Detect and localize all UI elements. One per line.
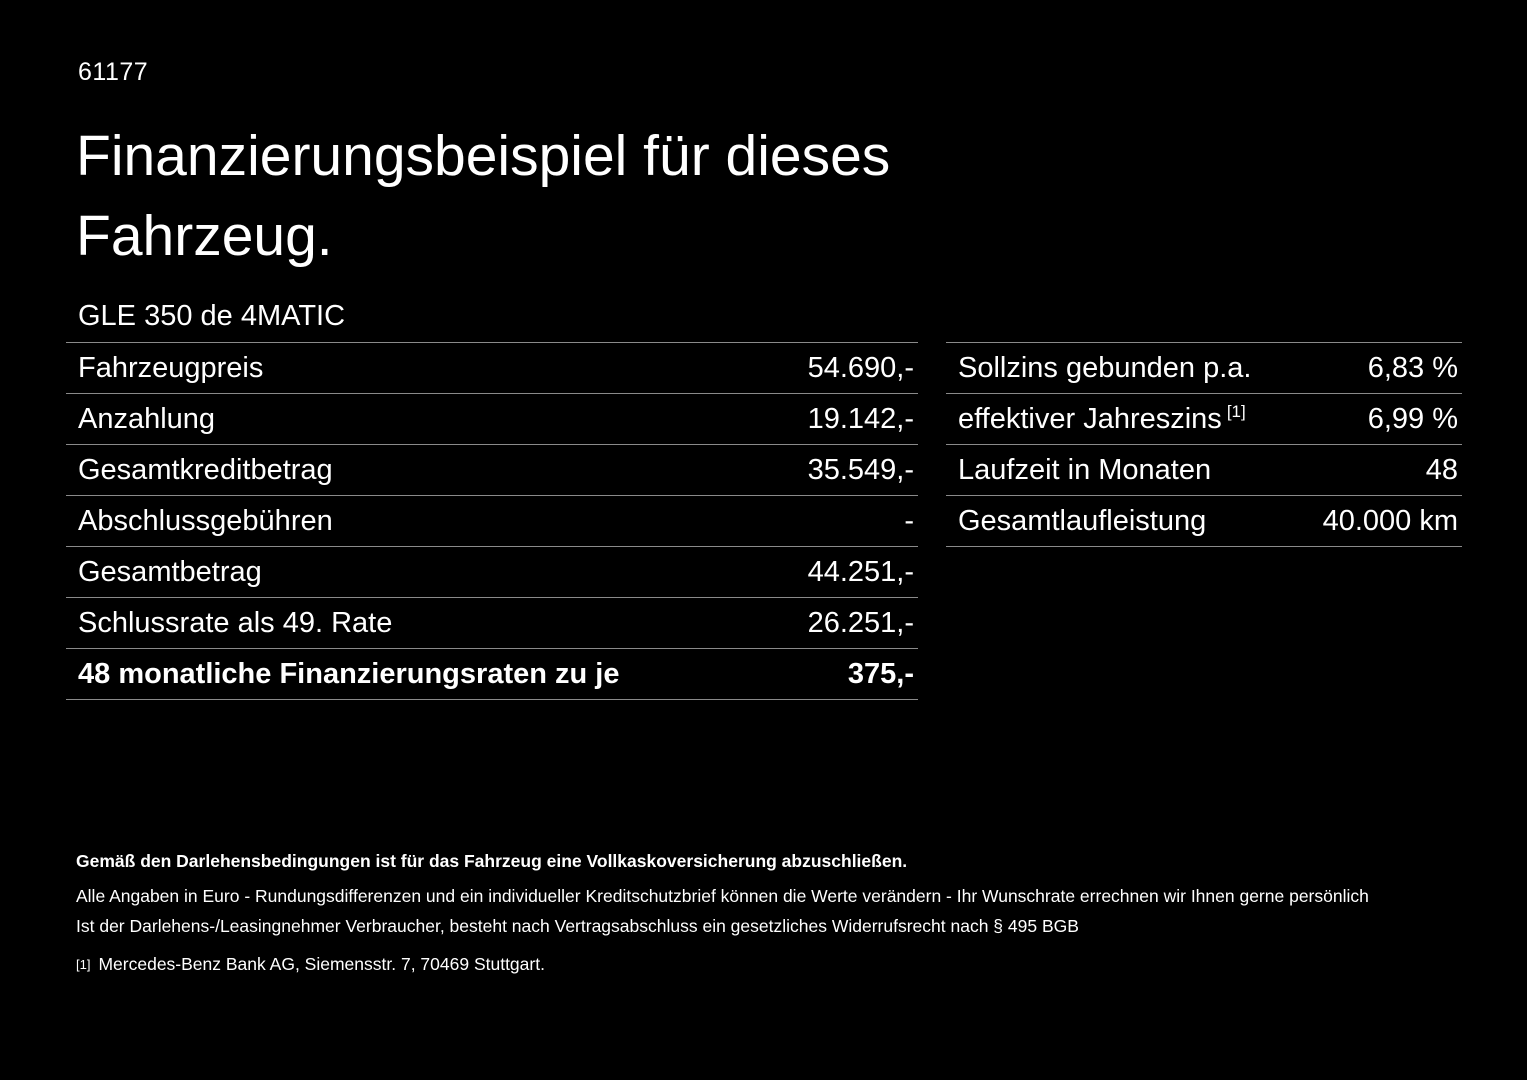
row-value: 44.251,-: [807, 555, 914, 588]
row-value: 48: [1425, 453, 1458, 486]
page-title-line1: Finanzierungsbeispiel für dieses: [76, 124, 891, 188]
row-label: Gesamtlaufleistung: [958, 504, 1207, 537]
table-row: Laufzeit in Monaten 48: [946, 445, 1462, 496]
vehicle-model: GLE 350 de 4MATIC: [78, 300, 346, 332]
row-label: Sollzins gebunden p.a.: [958, 351, 1252, 384]
footnote-insurance: Gemäß den Darlehensbedingungen ist für d…: [76, 851, 908, 871]
footnote-reference: [1] Mercedes-Benz Bank AG, Siemensstr. 7…: [76, 949, 1466, 979]
footnote-disclaimer-2: Ist der Darlehens-/Leasingnehmer Verbrau…: [76, 916, 1079, 936]
table-row: effektiver Jahreszins [1] 6,99 %: [946, 394, 1462, 445]
row-label: Fahrzeugpreis: [78, 351, 264, 384]
row-label: Laufzeit in Monaten: [958, 453, 1212, 486]
footnote-disclaimer-1: Alle Angaben in Euro - Rundungsdifferenz…: [76, 886, 1369, 906]
page-title: Finanzierungsbeispiel für dieses Fahrzeug…: [76, 116, 890, 276]
row-value: 375,-: [847, 657, 914, 690]
footnotes-section: Gemäß den Darlehensbedingungen ist für d…: [76, 846, 1466, 979]
row-value: 6,99 %: [1367, 402, 1458, 435]
row-value: 40.000 km: [1322, 504, 1458, 537]
footnote-reference-marker: [1]: [76, 957, 91, 972]
table-row: Schlussrate als 49. Rate 26.251,-: [66, 598, 918, 649]
row-label: effektiver Jahreszins [1]: [958, 403, 1246, 436]
row-label-text: effektiver Jahreszins: [958, 402, 1222, 435]
footnote-marker: [1]: [1226, 401, 1246, 421]
table-row: Gesamtlaufleistung 40.000 km: [946, 496, 1462, 547]
financing-table-left: Fahrzeugpreis 54.690,- Anzahlung 19.142,…: [66, 342, 918, 700]
table-row: Anzahlung 19.142,-: [66, 394, 918, 445]
row-value: 35.549,-: [807, 453, 914, 486]
row-label: 48 monatliche Finanzierungsraten zu je: [78, 657, 620, 690]
row-label: Gesamtkreditbetrag: [78, 453, 333, 486]
financing-table-right: Sollzins gebunden p.a. 6,83 % effektiver…: [946, 342, 1462, 547]
row-label: Gesamtbetrag: [78, 555, 262, 588]
table-row: Fahrzeugpreis 54.690,-: [66, 343, 918, 394]
document-number: 61177: [78, 58, 149, 86]
row-value: 54.690,-: [807, 351, 914, 384]
table-row: Abschlussgebühren -: [66, 496, 918, 547]
row-value: -: [904, 504, 914, 537]
row-label: Schlussrate als 49. Rate: [78, 606, 393, 639]
table-row-monthly-rate: 48 monatliche Finanzierungsraten zu je 3…: [66, 649, 918, 700]
table-row: Gesamtbetrag 44.251,-: [66, 547, 918, 598]
page-title-line2: Fahrzeug.: [76, 204, 333, 268]
row-value: 19.142,-: [807, 402, 914, 435]
row-value: 26.251,-: [807, 606, 914, 639]
footnote-reference-text: Mercedes-Benz Bank AG, Siemensstr. 7, 70…: [98, 954, 545, 974]
row-label: Anzahlung: [78, 402, 216, 435]
table-row: Gesamtkreditbetrag 35.549,-: [66, 445, 918, 496]
row-value: 6,83 %: [1367, 351, 1458, 384]
table-row: Sollzins gebunden p.a. 6,83 %: [946, 343, 1462, 394]
row-label: Abschlussgebühren: [78, 504, 333, 537]
